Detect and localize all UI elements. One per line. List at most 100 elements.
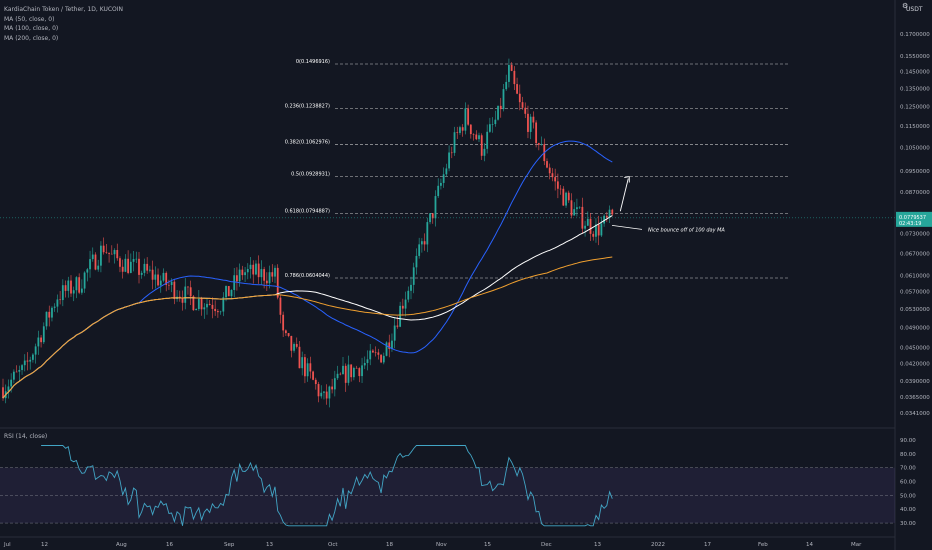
candle-body [151,269,154,280]
candle-body [420,241,423,245]
candle-body [352,367,355,378]
candle-body [518,93,521,103]
candle-body [464,108,467,131]
settings-icon[interactable]: ⚙ [902,2,909,10]
candle-body [429,213,431,223]
candle-body [431,213,434,219]
candle-body [91,254,94,260]
candle-body [203,307,206,310]
candle-body [18,369,21,372]
candle-body [263,269,266,281]
candle-body [21,365,23,370]
candle-body [418,244,421,256]
candle-body [339,373,342,375]
candle-body [12,371,15,380]
candle-body [309,363,312,372]
fib-level-label: 0.382(0.1062976) [285,140,330,146]
y-tick-label: 0.0570000 [900,290,930,296]
candle-body [461,127,464,131]
y-tick-label: 0.0420000 [900,362,930,368]
candle-body [276,267,279,298]
candle-body [10,379,13,387]
candle-body [502,89,505,110]
ma200-legend[interactable]: MA (200, close, 0) [4,34,59,42]
candle-body [399,305,402,327]
candle-body [363,362,366,366]
candle-body [230,289,233,297]
y-tick-label: 0.0730000 [900,231,930,237]
candle-body [121,266,124,272]
y-tick-label: 0.1550000 [900,54,930,60]
candle-body [333,378,336,390]
candle-body [78,277,81,293]
candle-body [246,269,249,273]
candle-body [483,148,486,156]
candle-body [304,357,306,377]
candle-body [374,352,377,353]
candle-body [72,290,75,294]
candle-body [287,333,290,336]
candle-body [94,254,97,270]
candle-body [459,127,461,133]
countdown-label: 02:43:19 [899,221,921,227]
y-tick-label: 0.0530000 [900,307,930,313]
candle-body [410,284,412,291]
candle-body [173,281,176,299]
candle-body [592,233,595,237]
candle-body [497,105,499,120]
candle-body [140,272,143,275]
candle-body [127,258,130,273]
candle-body [236,275,238,282]
candle-body [320,392,323,397]
candle-body [393,325,396,341]
fib-level-label: 0.786(0.0604044) [285,273,330,279]
candle-body [456,132,459,133]
candle-body [53,306,56,308]
candle-body [513,70,516,85]
candle-body [162,272,165,281]
candle-body [37,337,40,347]
candle-body [448,152,450,169]
candle-body [494,119,497,125]
candle-body [51,307,53,318]
candle-body [369,350,372,360]
candle-body [467,108,470,125]
candle-body [143,263,146,273]
candle-body [80,288,83,293]
x-tick-label: 14 [806,542,813,548]
candle-body [355,367,358,369]
fib-level-label: 0.5(0.0928931) [291,172,330,178]
ma100-legend[interactable]: MA (100, close, 0) [4,25,59,32]
y-tick-label: 0.0490000 [900,325,930,331]
currency-label[interactable]: USDT [906,6,923,13]
candle-body [129,261,132,273]
candle-body [252,264,255,275]
candle-body [391,340,393,349]
candle-body [165,272,168,285]
candle-body [86,269,89,273]
candle-body [423,241,426,245]
x-tick-label: 2022 [651,542,665,548]
candle-body [187,286,189,288]
candle-body [42,326,45,343]
candle-body [206,303,208,308]
x-tick-label: Feb [758,542,768,548]
ma200-line [2,256,613,399]
ma50-legend[interactable]: MA (50, close, 0) [4,15,55,23]
candle-body [249,264,252,270]
rsi-y-tick: 30.00 [900,521,916,527]
current-price-tag [896,211,932,227]
rsi-legend[interactable]: RSI (14, close) [4,433,48,440]
candle-body [510,64,513,71]
candle-body [110,253,113,255]
candle-body [608,209,611,218]
candle-body [306,363,309,377]
candle-body [597,224,600,236]
x-tick-label: Jul [3,542,11,548]
rsi-y-tick: 60.00 [900,480,916,486]
candle-body [135,258,138,260]
candle-body [298,346,301,369]
candle-body [347,364,350,383]
